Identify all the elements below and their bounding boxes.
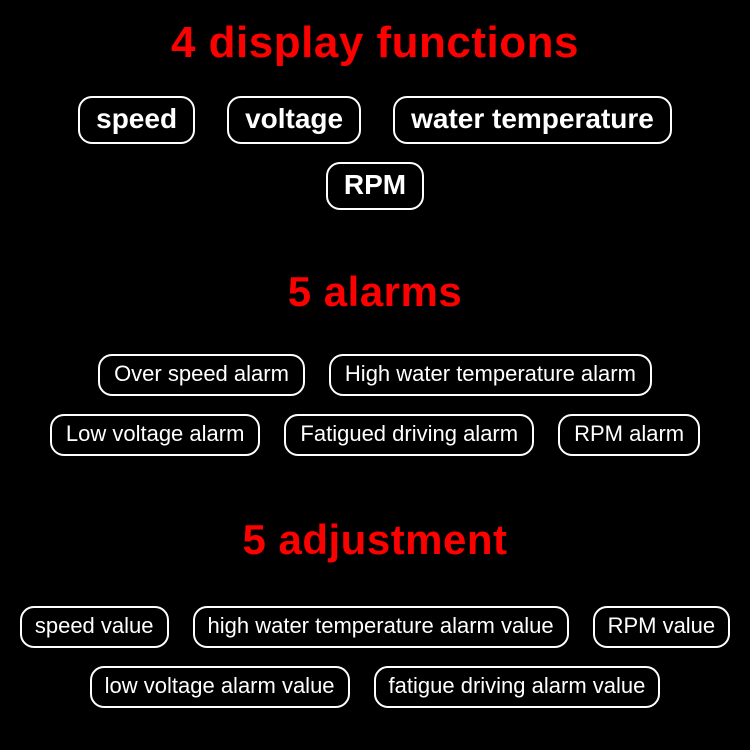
pill-voltage: voltage [227, 96, 361, 144]
pill-rpm: RPM [326, 162, 424, 210]
pill-fatigued-driving-alarm: Fatigued driving alarm [284, 414, 534, 456]
pill-row-display: speed voltage water temperature RPM [15, 96, 735, 210]
pill-high-water-temp-value: high water temperature alarm value [193, 606, 569, 648]
pill-fatigue-driving-value: fatigue driving alarm value [374, 666, 661, 708]
pill-low-voltage-alarm: Low voltage alarm [50, 414, 261, 456]
pill-high-water-temp-alarm: High water temperature alarm [329, 354, 652, 396]
heading-alarms: 5 alarms [288, 268, 462, 316]
section-alarms: 5 alarms Over speed alarm High water tem… [0, 210, 750, 456]
pill-over-speed-alarm: Over speed alarm [98, 354, 305, 396]
pill-row-adjustment: speed value high water temperature alarm… [15, 606, 735, 708]
section-display-functions: 4 display functions speed voltage water … [0, 18, 750, 210]
pill-speed: speed [78, 96, 195, 144]
pill-low-voltage-value: low voltage alarm value [90, 666, 350, 708]
heading-display-functions: 4 display functions [171, 18, 579, 68]
pill-rpm-value: RPM value [593, 606, 731, 648]
heading-adjustment: 5 adjustment [242, 516, 507, 564]
pill-speed-value: speed value [20, 606, 169, 648]
pill-rpm-alarm: RPM alarm [558, 414, 700, 456]
section-adjustment: 5 adjustment speed value high water temp… [0, 456, 750, 708]
pill-row-alarms: Over speed alarm High water temperature … [15, 354, 735, 456]
pill-water-temperature: water temperature [393, 96, 672, 144]
infographic-container: 4 display functions speed voltage water … [0, 0, 750, 750]
